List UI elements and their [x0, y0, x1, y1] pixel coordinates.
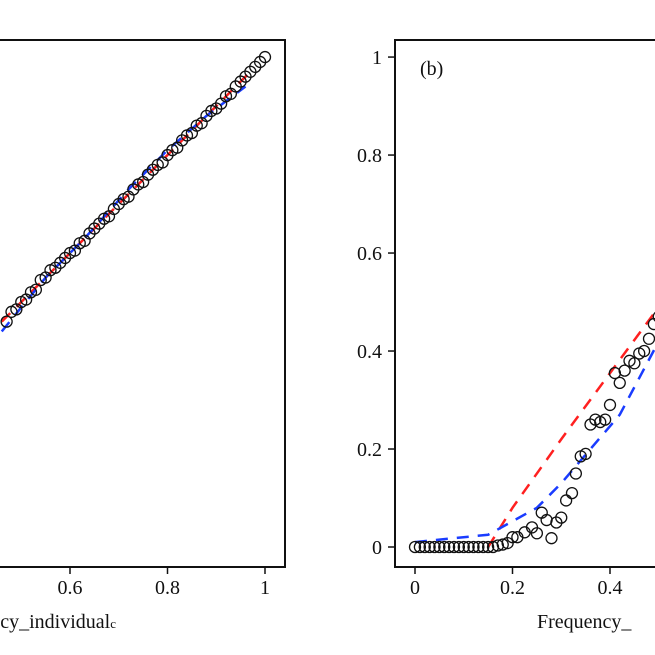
x-tick-label: 1	[260, 577, 270, 599]
data-point	[442, 540, 456, 554]
data-point	[613, 376, 626, 390]
data-point	[438, 540, 451, 554]
data-point	[462, 540, 475, 554]
data-point	[628, 357, 641, 370]
data-point	[559, 494, 573, 507]
panel-a: 0.6 0.8 1	[0, 39, 286, 599]
data-point	[467, 540, 480, 554]
y-tick-label: 1	[372, 47, 382, 69]
panel-b-xlabel: Frequency_	[537, 611, 632, 633]
data-point	[598, 413, 612, 426]
panel-a-xlabel: Frequency_individualc	[0, 611, 116, 633]
data-point	[545, 532, 558, 545]
y-tick-label: 0.2	[357, 439, 382, 461]
x-tick-label: 0.4	[598, 577, 623, 599]
blue-dashed-line	[414, 345, 655, 544]
data-point	[258, 50, 272, 64]
y-tick-label: 0.8	[357, 145, 382, 167]
data-point	[477, 540, 490, 554]
data-point	[457, 540, 470, 554]
x-tick-label: 0	[410, 577, 420, 599]
data-point	[452, 540, 466, 554]
data-point	[0, 315, 13, 328]
x-tick-label: 0.6	[58, 577, 83, 599]
x-tick-label: 0.2	[500, 577, 525, 599]
data-point	[413, 540, 427, 554]
data-point	[29, 283, 43, 296]
data-point	[565, 486, 579, 500]
data-point	[637, 344, 651, 358]
data-point	[418, 540, 431, 554]
y-tick-label: 0	[372, 537, 382, 559]
y-tick-label: 0.6	[357, 243, 382, 265]
data-point	[496, 538, 509, 551]
y-tick-label: 0.4	[357, 341, 382, 363]
data-point	[530, 527, 544, 540]
panel-b-frame	[394, 39, 655, 568]
data-point	[652, 311, 655, 322]
red-dashed-line	[0, 70, 252, 323]
data-point	[408, 540, 422, 554]
data-point	[579, 447, 592, 461]
panel-b-label: (b)	[420, 58, 443, 80]
data-point	[642, 332, 655, 345]
data-point	[481, 540, 495, 554]
data-point	[506, 531, 519, 544]
red-dashed-line	[487, 309, 655, 548]
data-point	[618, 364, 631, 377]
x-tick-label: 0.8	[155, 577, 180, 599]
panel-b: (b) 0 0.2 0.4 0 0.2 0.4 0.6 0.8 1	[357, 39, 655, 599]
data-point	[555, 511, 568, 524]
panel-a-frame	[0, 39, 286, 568]
data-point	[603, 398, 617, 412]
data-point	[569, 467, 583, 480]
data-point	[433, 540, 446, 554]
data-point	[472, 540, 485, 554]
data-point	[428, 540, 441, 554]
data-point	[447, 540, 461, 554]
data-point	[423, 540, 436, 554]
